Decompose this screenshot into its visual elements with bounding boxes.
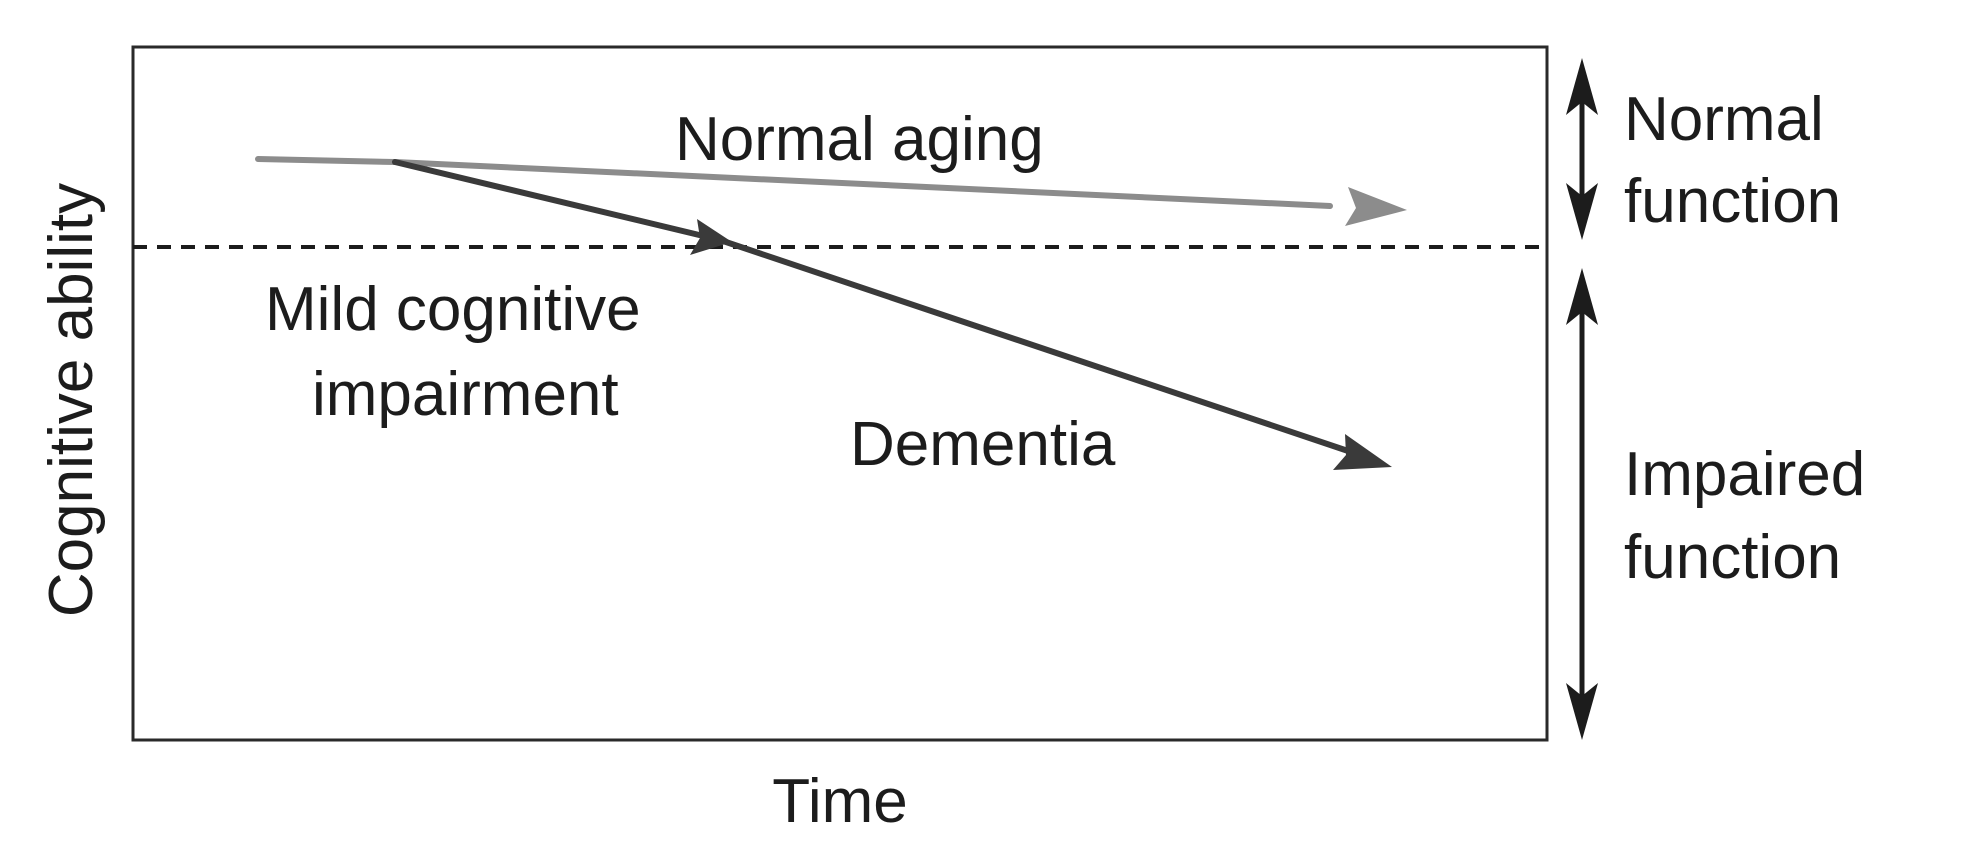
mci-label-line1: Mild cognitive <box>265 275 641 344</box>
y-axis-label: Cognitive ability <box>37 183 106 617</box>
impaired-function-up-arrowhead <box>1566 268 1598 325</box>
mci-arrow <box>392 159 723 243</box>
dementia-arrowhead <box>1333 434 1392 470</box>
dementia-arrow <box>717 237 1363 458</box>
mci-arrowhead <box>690 219 732 255</box>
normal-aging-arrowhead <box>1345 187 1407 226</box>
normal-function-down-arrowhead <box>1566 183 1598 240</box>
plot-frame <box>131 45 1549 742</box>
normal-function-label-line2: function <box>1624 167 1841 236</box>
normal-function-label-line1: Normal <box>1624 85 1824 154</box>
dementia-label: Dementia <box>850 410 1116 479</box>
impaired-function-label-line2: function <box>1624 523 1841 592</box>
mci-label-line2: impairment <box>312 360 619 429</box>
normal-aging-label: Normal aging <box>675 105 1044 174</box>
normal-function-up-arrowhead <box>1566 58 1598 115</box>
x-axis-label: Time <box>772 767 907 836</box>
impaired-function-down-arrowhead <box>1566 683 1598 740</box>
impaired-function-label-line1: Impaired <box>1624 440 1865 509</box>
